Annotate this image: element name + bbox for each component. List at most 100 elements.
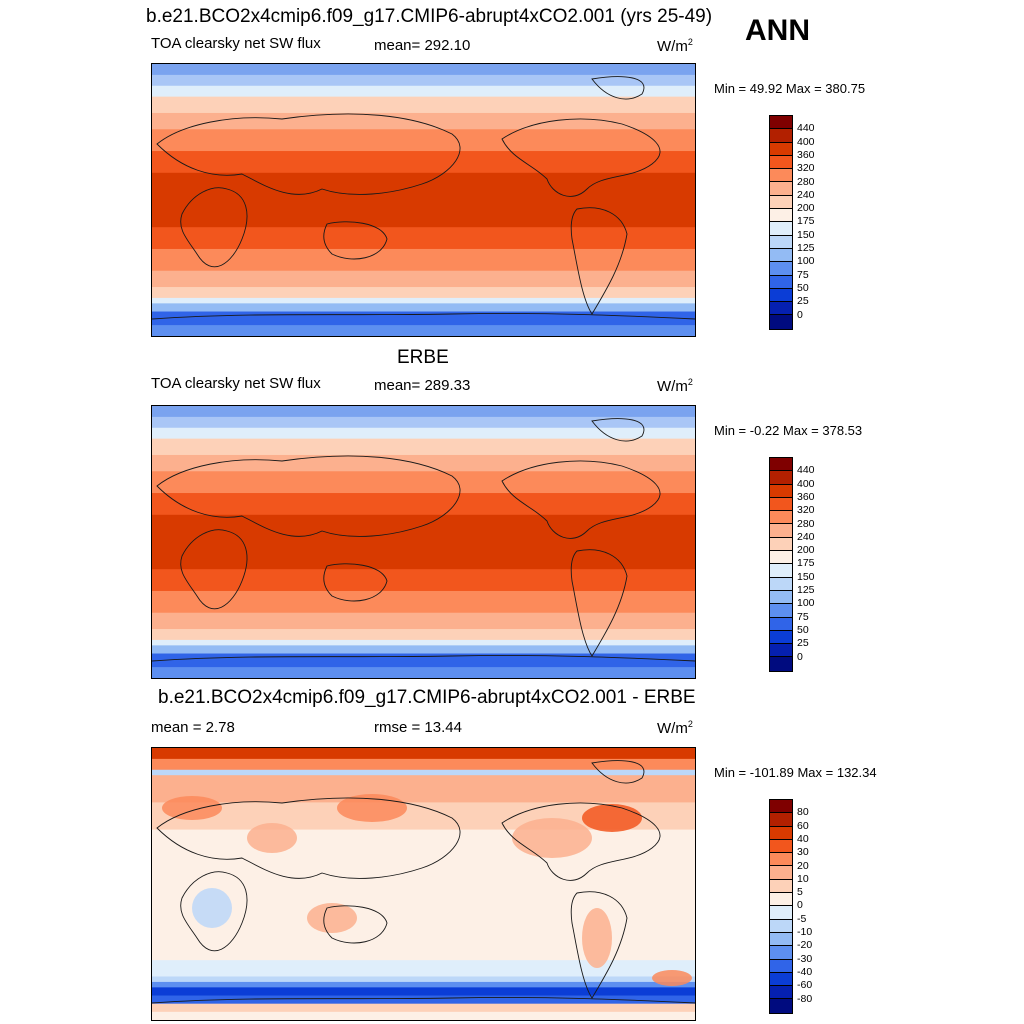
panel3-title: b.e21.BCO2x4cmip6.f09_g17.CMIP6-abrupt4x… <box>158 687 696 708</box>
panel1-units-label: W/m2 <box>657 37 693 55</box>
colorbar-box <box>770 800 792 814</box>
colorbar-box <box>770 839 792 854</box>
colorbar-tick-label: 25 <box>797 637 809 650</box>
colorbar-tick-label: 75 <box>797 268 809 281</box>
colorbar-box <box>770 484 792 498</box>
panel2-minmax-label: Min = -0.22 Max = 378.53 <box>714 423 863 438</box>
colorbar-box <box>770 906 792 920</box>
colorbar-box <box>770 577 792 591</box>
panel3-rmse-label: rmse = 13.44 <box>374 719 462 736</box>
colorbar-box <box>770 262 792 276</box>
colorbar-box <box>770 604 792 618</box>
colorbar-tick-label: 150 <box>797 228 815 241</box>
colorbar-box <box>770 458 792 472</box>
colorbar-tick-label: 150 <box>797 570 815 583</box>
colorbar-box <box>770 972 792 987</box>
colorbar-box <box>770 182 792 196</box>
colorbar-box <box>770 657 792 671</box>
erbe-sw-flux-map <box>151 405 696 679</box>
colorbar-tick-label: 400 <box>797 135 815 148</box>
panel2-units-label: W/m2 <box>657 377 693 395</box>
colorbar-box <box>770 986 792 1000</box>
colorbar-tick-label: 60 <box>797 819 809 832</box>
colorbar-tick-label: 320 <box>797 162 815 175</box>
colorbar-box <box>770 155 792 170</box>
colorbar-box <box>770 946 792 960</box>
colorbar-box <box>770 893 792 907</box>
colorbar-tick-label: -5 <box>797 912 807 925</box>
colorbar-tick-label: 200 <box>797 202 815 215</box>
colorbar-box <box>770 826 792 840</box>
colorbar-tick-label: 50 <box>797 281 809 294</box>
colorbar-tick-label: -10 <box>797 926 813 938</box>
colorbar-box <box>770 222 792 236</box>
colorbar-tick-label: 280 <box>797 175 815 188</box>
colorbar-tick-label: 440 <box>797 464 815 477</box>
colorbar-box <box>770 169 792 183</box>
colorbar-tick-label: 440 <box>797 122 815 135</box>
colorbar-box <box>770 235 792 249</box>
colorbar-box <box>770 195 792 210</box>
panel1-minmax-label: Min = 49.92 Max = 380.75 <box>714 81 866 96</box>
colorbar-box <box>770 564 792 578</box>
panel1-left-label: TOA clearsky net SW flux <box>151 35 321 52</box>
colorbar-box <box>770 879 792 894</box>
colorbar-tick-label: 50 <box>797 623 809 636</box>
colorbar-box <box>770 644 792 658</box>
colorbar-tick-label: 0 <box>797 650 803 663</box>
colorbar-tick-label: 360 <box>797 148 815 161</box>
colorbar-tick-label: 40 <box>797 832 809 845</box>
colorbar-tick-label: 280 <box>797 517 815 530</box>
colorbar-tick-label: 0 <box>797 308 803 321</box>
colorbar-tick-label: 100 <box>797 597 815 610</box>
panel2-colorbar <box>769 457 793 672</box>
colorbar-tick-label: 175 <box>797 215 815 228</box>
colorbar-box <box>770 959 792 973</box>
colorbar-box <box>770 275 792 289</box>
colorbar-tick-label: 125 <box>797 242 815 254</box>
colorbar-box <box>770 302 792 316</box>
panel3-minmax-label: Min = -101.89 Max = 132.34 <box>714 765 877 780</box>
colorbar-box <box>770 315 792 329</box>
colorbar-box <box>770 813 792 827</box>
colorbar-tick-label: -80 <box>797 992 813 1005</box>
colorbar-tick-label: 30 <box>797 846 809 859</box>
panel2-title: ERBE <box>397 347 449 368</box>
colorbar-box <box>770 551 792 565</box>
colorbar-box <box>770 630 792 645</box>
colorbar-box <box>770 537 792 552</box>
colorbar-box <box>770 142 792 156</box>
colorbar-tick-label: 125 <box>797 584 815 596</box>
colorbar-box <box>770 866 792 880</box>
colorbar-tick-label: 20 <box>797 859 809 872</box>
colorbar-tick-label: 80 <box>797 806 809 819</box>
colorbar-tick-label: -30 <box>797 952 813 965</box>
panel3-units-label: W/m2 <box>657 719 693 737</box>
colorbar-tick-label: 240 <box>797 530 815 543</box>
colorbar-tick-label: 10 <box>797 872 809 885</box>
colorbar-box <box>770 511 792 525</box>
figure-title: b.e21.BCO2x4cmip6.f09_g17.CMIP6-abrupt4x… <box>146 6 713 27</box>
colorbar-box <box>770 853 792 867</box>
colorbar-tick-label: 25 <box>797 295 809 308</box>
colorbar-tick-label: 200 <box>797 544 815 557</box>
colorbar-tick-label: -40 <box>797 965 813 978</box>
season-label: ANN <box>745 14 810 47</box>
colorbar-box <box>770 932 792 947</box>
colorbar-tick-label: 240 <box>797 188 815 201</box>
model-sw-flux-map <box>151 63 696 337</box>
colorbar-box <box>770 497 792 512</box>
colorbar-box <box>770 248 792 263</box>
colorbar-tick-label: 175 <box>797 557 815 570</box>
panel1-colorbar <box>769 115 793 330</box>
panel1-mean-label: mean= 292.10 <box>374 37 471 54</box>
panel3-colorbar <box>769 799 793 1014</box>
colorbar-box <box>770 617 792 631</box>
colorbar-tick-label: -20 <box>797 939 813 952</box>
colorbar-tick-label: 75 <box>797 610 809 623</box>
colorbar-tick-label: 100 <box>797 255 815 268</box>
colorbar-box <box>770 288 792 303</box>
colorbar-box <box>770 471 792 485</box>
panel3-mean-label: mean = 2.78 <box>151 719 235 736</box>
colorbar-box <box>770 999 792 1013</box>
